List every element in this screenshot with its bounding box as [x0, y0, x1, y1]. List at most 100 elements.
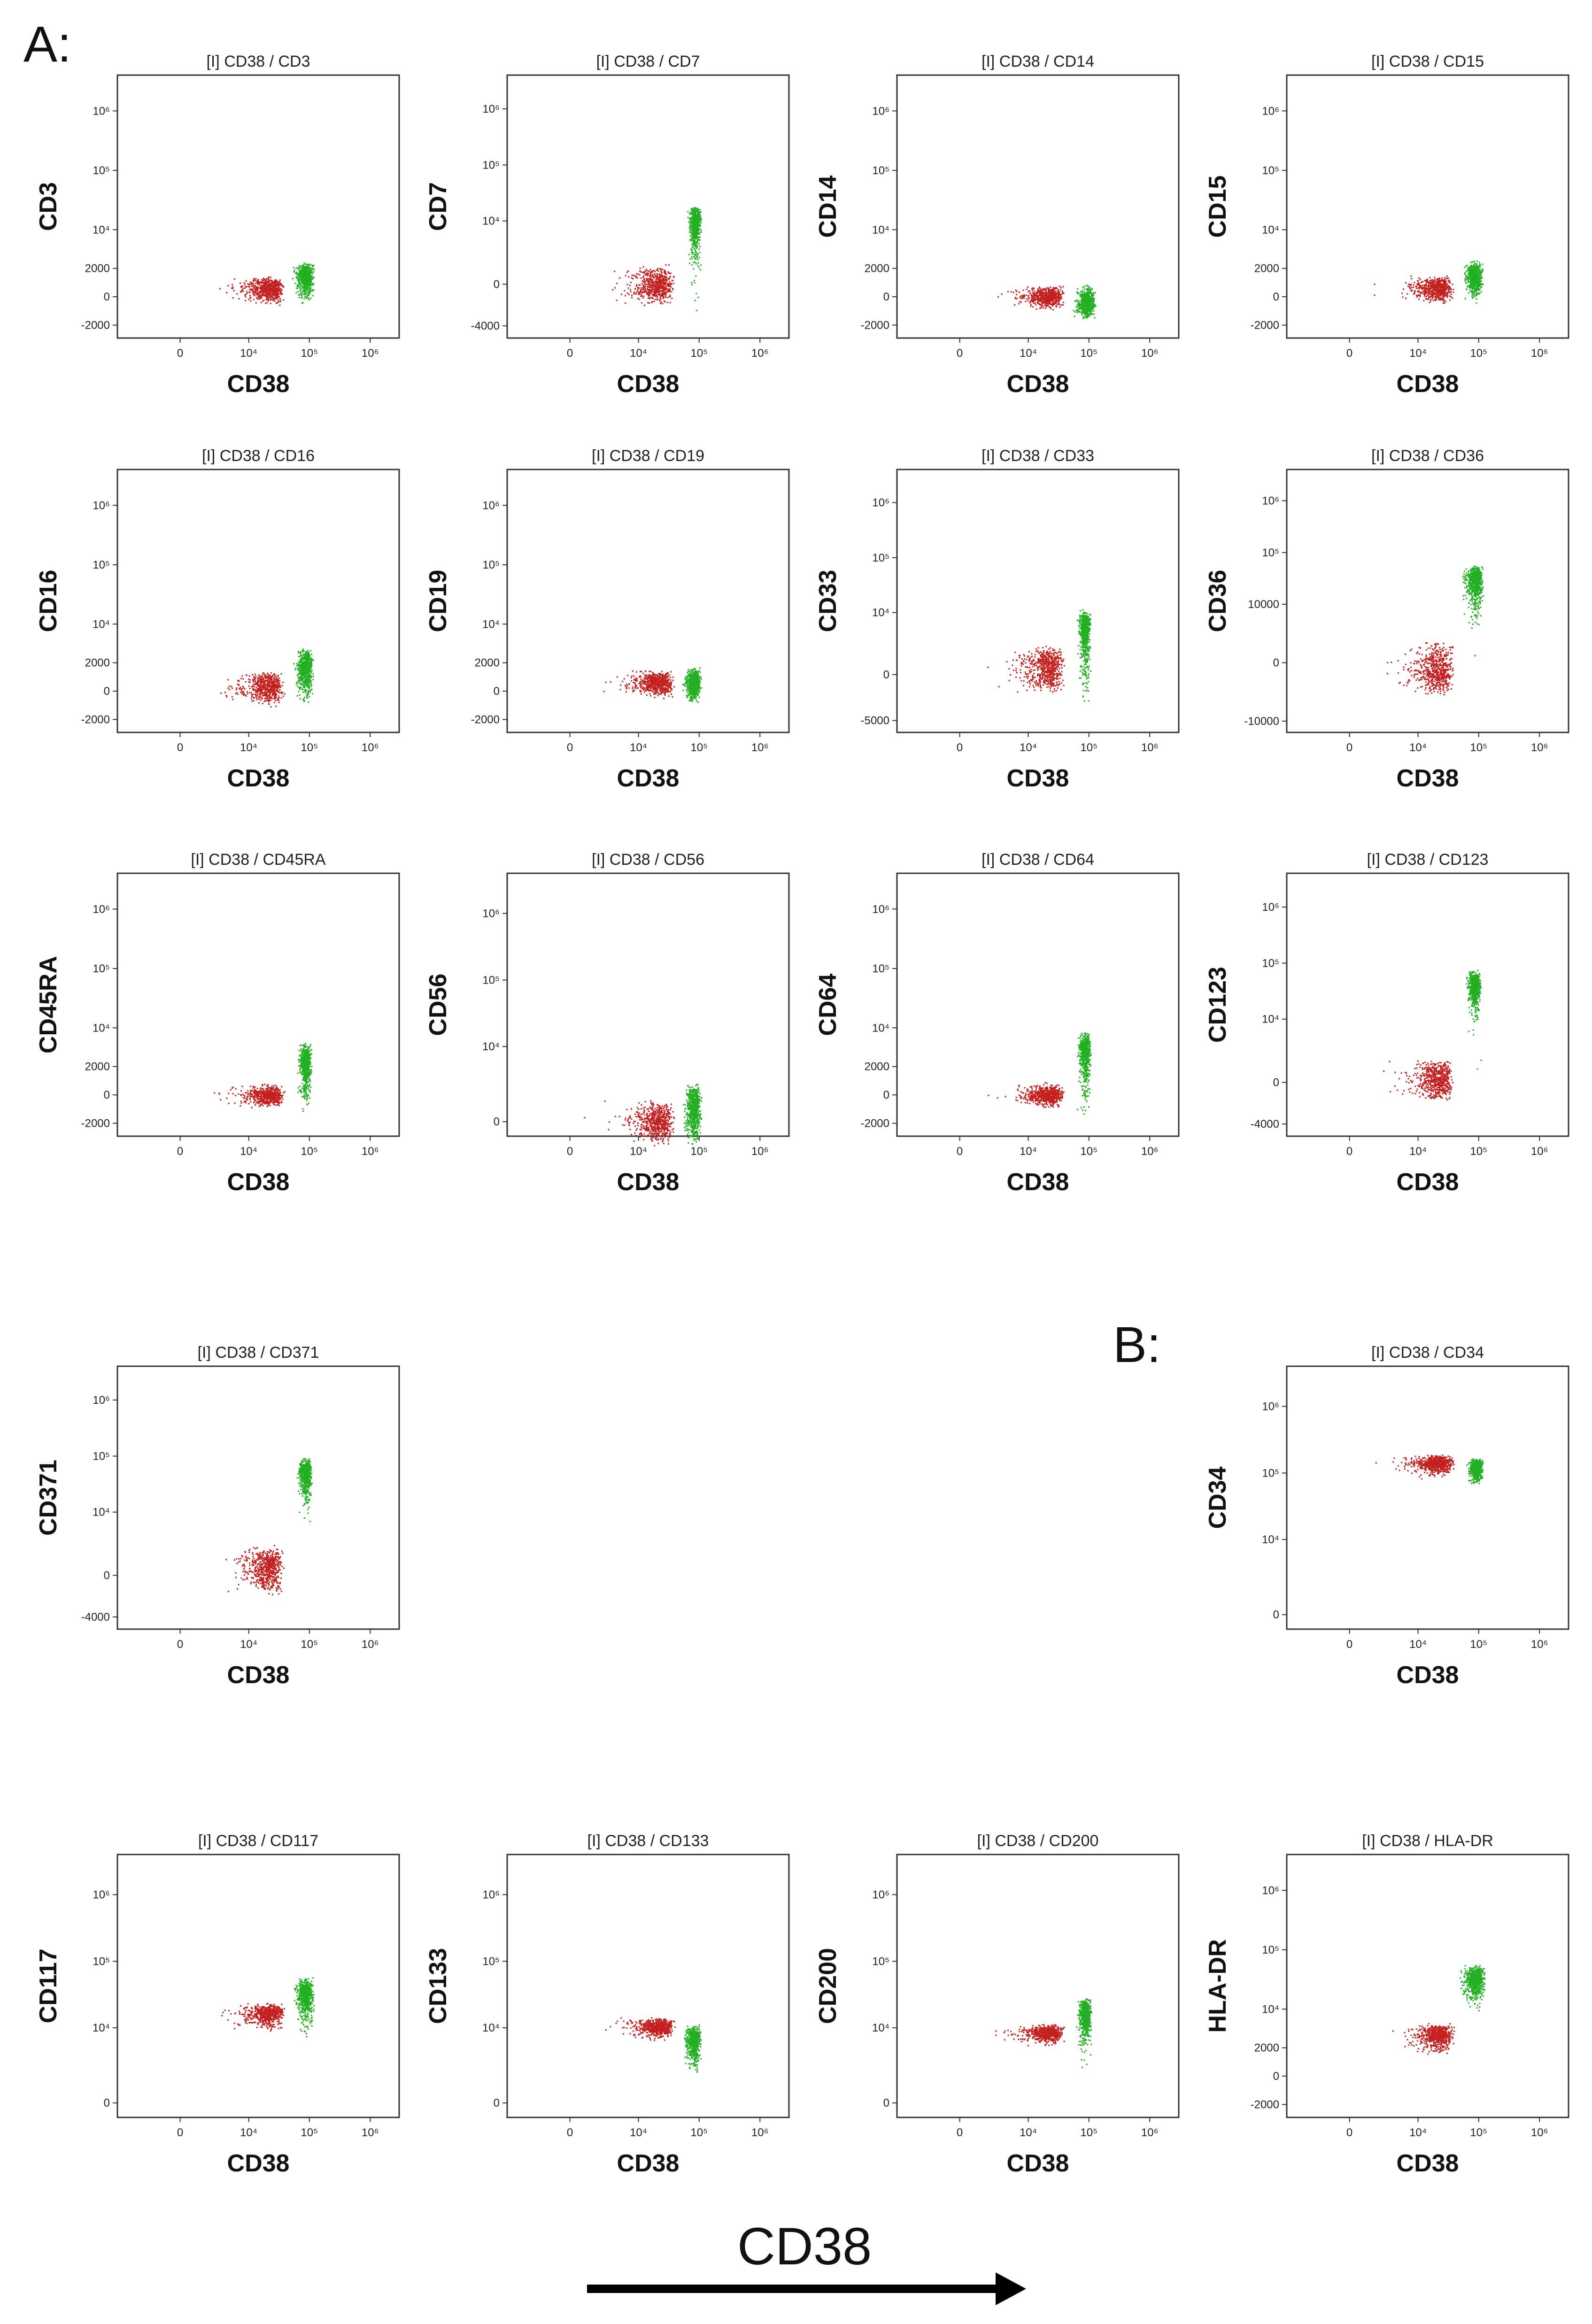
data-point — [1430, 288, 1431, 290]
data-point — [243, 282, 245, 284]
data-point — [238, 298, 240, 300]
data-point — [657, 282, 659, 284]
data-point — [626, 292, 628, 294]
data-point — [633, 275, 634, 277]
data-point — [693, 212, 695, 214]
data-point — [1042, 299, 1043, 301]
data-point — [689, 239, 691, 241]
data-point — [1046, 301, 1048, 303]
data-point — [1475, 278, 1476, 280]
data-point — [304, 285, 306, 287]
data-point — [1421, 287, 1422, 289]
data-point — [312, 284, 314, 286]
data-point — [1081, 295, 1083, 297]
data-point — [1420, 285, 1422, 287]
data-point — [259, 297, 261, 299]
data-point — [278, 281, 280, 283]
data-point — [1059, 294, 1061, 296]
data-point — [1078, 292, 1080, 294]
data-point — [1083, 310, 1085, 312]
data-point — [270, 295, 272, 296]
data-point — [1439, 299, 1441, 301]
data-point — [695, 217, 696, 219]
data-point — [1041, 299, 1043, 301]
data-point — [694, 207, 696, 208]
data-point — [644, 289, 646, 291]
data-point — [1442, 279, 1444, 281]
data-point — [1443, 287, 1445, 289]
data-point — [1082, 300, 1084, 301]
data-point — [1445, 291, 1446, 292]
data-point — [258, 294, 260, 296]
data-point — [691, 208, 693, 209]
data-point — [1449, 292, 1451, 293]
data-point — [1088, 314, 1090, 316]
data-point — [1024, 295, 1026, 297]
data-point — [266, 288, 268, 290]
data-point — [303, 274, 305, 276]
data-point — [651, 274, 653, 276]
data-point — [644, 304, 645, 306]
data-point — [1052, 294, 1054, 296]
data-point — [1057, 300, 1059, 302]
data-point — [691, 237, 693, 239]
data-point — [1085, 296, 1087, 298]
data-point — [1086, 310, 1088, 312]
data-point — [1040, 297, 1042, 299]
data-point — [267, 284, 269, 286]
data-point — [647, 293, 649, 295]
data-point — [305, 283, 307, 285]
data-point — [1436, 278, 1438, 280]
data-point — [693, 241, 695, 243]
data-point — [303, 279, 305, 281]
data-point — [1077, 309, 1079, 311]
data-point — [652, 298, 654, 300]
data-point — [1441, 286, 1443, 288]
data-point — [1046, 299, 1048, 301]
data-point — [1085, 316, 1087, 318]
data-point — [654, 273, 656, 275]
data-point — [1473, 285, 1475, 286]
data-point — [645, 273, 647, 275]
data-point — [269, 290, 271, 292]
data-point — [1474, 296, 1476, 297]
data-point — [629, 289, 631, 291]
y-tick-label: 2000 — [85, 262, 110, 275]
data-point — [690, 212, 692, 214]
data-point — [1055, 300, 1057, 301]
data-point — [638, 291, 640, 293]
data-point — [1091, 296, 1093, 298]
data-point — [657, 276, 658, 278]
data-point — [1052, 293, 1054, 295]
data-point — [1437, 284, 1438, 285]
data-point — [1014, 297, 1016, 299]
data-point — [305, 297, 307, 299]
data-point — [272, 299, 274, 300]
data-point — [1055, 290, 1057, 292]
data-point — [691, 258, 693, 260]
plot-cd7: [I] CD38 / CD7 0 10⁴ 10⁵ 10⁶ -4000 0 10⁴ 10⁵ 10⁶ C… — [423, 14, 790, 398]
data-point — [1092, 297, 1093, 299]
data-point — [699, 223, 701, 225]
data-point — [1481, 277, 1483, 278]
data-point — [1036, 291, 1038, 292]
data-point — [1085, 306, 1087, 308]
data-point — [1478, 267, 1480, 269]
data-point — [668, 284, 670, 285]
data-point — [691, 229, 693, 231]
data-point — [279, 290, 281, 292]
data-point — [256, 280, 258, 282]
data-point — [263, 279, 265, 281]
data-point — [262, 282, 264, 284]
data-point — [661, 285, 663, 287]
data-point — [1030, 305, 1032, 307]
data-point — [252, 283, 254, 285]
data-point — [1427, 294, 1429, 296]
data-point — [1026, 294, 1028, 296]
data-point — [664, 292, 666, 294]
data-point — [652, 285, 654, 287]
data-point — [253, 280, 255, 282]
data-point — [667, 271, 669, 273]
data-point — [648, 284, 650, 285]
